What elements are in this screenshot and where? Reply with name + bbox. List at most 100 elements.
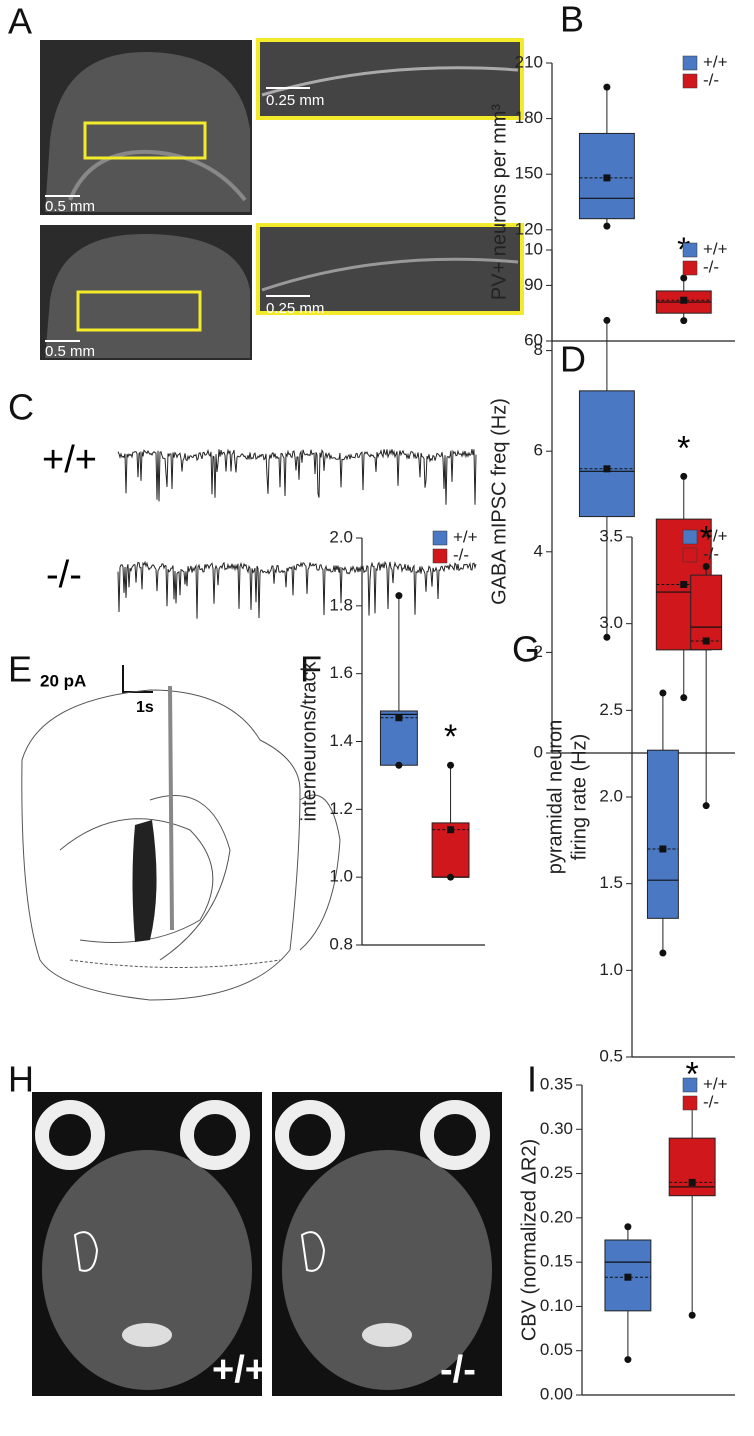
scale-label: 0.5 mm (45, 198, 95, 215)
scale-label: 1s (136, 699, 154, 716)
legend-label: -/- (703, 1092, 719, 1111)
mean-point (624, 1273, 632, 1281)
image-label: +/+ (212, 1349, 267, 1391)
min-point (680, 694, 688, 702)
y-tick-label: 1.0 (599, 960, 623, 979)
min-point (680, 317, 688, 325)
y-tick-label: 90 (524, 275, 543, 294)
panel-letter: D (560, 339, 586, 380)
legend-swatch (682, 260, 698, 276)
mean-point (659, 845, 667, 853)
annotation: * (677, 429, 690, 467)
y-tick-label: 2.5 (599, 700, 623, 719)
legend-label: +/+ (703, 1074, 728, 1093)
annotation: * (444, 718, 457, 756)
max-point (447, 761, 455, 769)
y-tick-label: 0.10 (540, 1296, 573, 1315)
y-tick-label: 2.0 (329, 527, 353, 546)
panel-a-images (40, 38, 524, 360)
min-point (688, 1311, 696, 1319)
y-tick-label: 0.30 (540, 1119, 573, 1138)
y-tick-label: 6 (534, 441, 543, 460)
legend-swatch (682, 1095, 698, 1111)
mean-point (688, 1178, 696, 1186)
legend-swatch (432, 548, 448, 564)
y-tick-label: 1.8 (329, 595, 353, 614)
mean-point (395, 714, 403, 722)
mean-point (603, 174, 611, 182)
min-point (395, 761, 403, 769)
y-tick-label: 0.5 (599, 1046, 623, 1065)
y-tick-label: 1.5 (599, 873, 623, 892)
box (668, 1137, 716, 1197)
min-point (603, 222, 611, 230)
y-tick-label: 0.35 (540, 1074, 573, 1093)
y-axis-label: firing rate (Hz) (568, 734, 590, 861)
y-tick-label: 0.00 (540, 1384, 573, 1403)
panel-letter: G (512, 629, 540, 670)
legend-label: +/+ (453, 527, 478, 546)
legend-label: -/- (453, 545, 469, 564)
min-point (603, 633, 611, 641)
annotation: * (700, 519, 713, 557)
y-axis-label: pyramidal neuron (544, 720, 566, 875)
trace (117, 560, 477, 619)
legend-swatch (682, 1077, 698, 1093)
max-point (680, 274, 688, 282)
scale-bar (122, 665, 153, 693)
y-tick-label: 3.5 (599, 526, 623, 545)
min-point (624, 1356, 632, 1364)
y-tick-label: 4 (534, 541, 543, 560)
y-tick-label: 0.05 (540, 1340, 573, 1359)
legend-swatch (682, 55, 698, 71)
min-point (447, 873, 455, 881)
box (646, 749, 679, 919)
y-tick-label: 0 (534, 742, 543, 761)
max-point (624, 1223, 632, 1231)
min-point (659, 949, 667, 957)
legend-label: -/- (703, 544, 719, 563)
panel-letter: I (527, 1059, 537, 1100)
panel-letter: B (560, 0, 584, 40)
y-tick-label: 2.0 (599, 786, 623, 805)
mean-point (603, 465, 611, 473)
max-point (603, 83, 611, 91)
y-tick-label: 0.25 (540, 1163, 573, 1182)
y-tick-label: 120 (515, 219, 543, 238)
y-tick-label: 10 (524, 239, 543, 258)
legend-label: +/+ (703, 526, 728, 545)
legend-label: -/- (703, 70, 719, 89)
min-point (702, 802, 710, 810)
y-tick-label: 0.15 (540, 1252, 573, 1271)
legend-swatch (682, 529, 698, 545)
legend-swatch (682, 73, 698, 89)
traces (117, 448, 477, 619)
y-tick-label: 8 (534, 340, 543, 359)
y-tick-label: 1.4 (329, 731, 353, 750)
mean-point (680, 580, 688, 588)
max-point (659, 689, 667, 697)
y-tick-label: 1.2 (329, 799, 353, 818)
y-tick-label: 0.8 (329, 934, 353, 953)
panel-letter: H (8, 1059, 34, 1100)
legend-swatch (682, 547, 698, 563)
mean-point (447, 826, 455, 834)
y-axis-label: GABA mIPSC freq (Hz) (488, 398, 510, 605)
mean-point (680, 296, 688, 304)
legend-label: +/+ (703, 239, 728, 258)
y-axis-label: CBV (normalized ΔR2) (518, 1139, 540, 1341)
trace-label: -/- (46, 554, 82, 596)
y-axis-label: interneurons/track (298, 660, 320, 821)
y-tick-label: 3.0 (599, 613, 623, 632)
mean-point (702, 637, 710, 645)
trace (117, 448, 477, 505)
scale-label: 0.25 mm (266, 92, 324, 109)
panel-letter: A (8, 1, 32, 42)
scale-label: 0.5 mm (45, 343, 95, 360)
panel-letter: F (300, 649, 322, 690)
max-point (603, 316, 611, 324)
max-point (395, 592, 403, 600)
y-tick-label: 1.6 (329, 663, 353, 682)
y-tick-label: 1.0 (329, 867, 353, 886)
max-point (680, 472, 688, 480)
